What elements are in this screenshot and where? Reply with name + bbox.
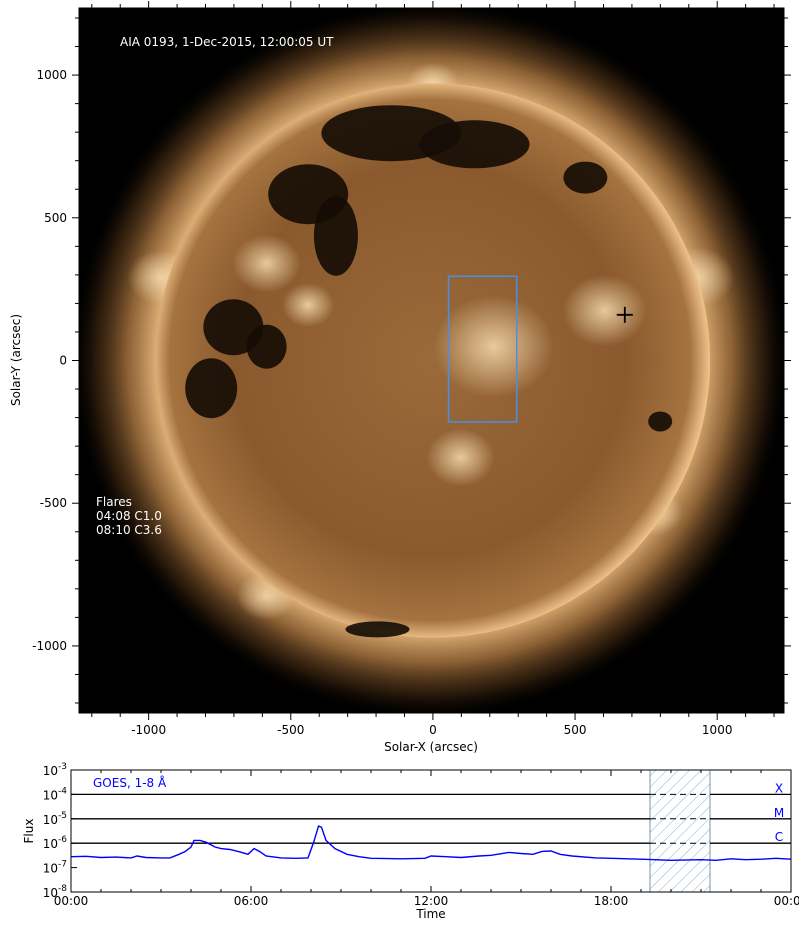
x-tick-label-2: 0	[429, 723, 437, 737]
goes-y-tick-label-5: 10-3	[43, 762, 67, 778]
goes-x-tick-label-2: 12:00	[414, 894, 449, 908]
goes-flux-series	[70, 825, 792, 862]
goes-y-tick-label-1: 10-7	[43, 860, 67, 876]
coronal-hole-9	[345, 621, 410, 638]
x-tick-label-1: -500	[277, 723, 304, 737]
goes-y-tick-label-0: 10-8	[43, 884, 68, 900]
flares-heading: Flares	[96, 495, 132, 509]
goes-ticks: 00:0006:0012:0018:0000:0010-810-710-610-…	[43, 762, 799, 908]
x-tick-label-3: 500	[564, 723, 587, 737]
x-axis-label: Solar-X (arcsec)	[384, 740, 478, 754]
flare-entry-2: 08:10 C3.6	[96, 523, 162, 537]
y-tick-label-4: 1000	[36, 68, 67, 82]
coronal-hole-6	[185, 358, 238, 419]
class-label-X: X	[775, 781, 783, 795]
image-ticks: -1000 -500 0 500 1000 -1000 -500 0 500 1000	[32, 1, 791, 737]
goes-x-axis-label: Time	[415, 907, 445, 921]
active-region-1	[433, 295, 554, 398]
active-region-2	[562, 274, 647, 347]
y-tick-label-3: 500	[44, 211, 67, 225]
aia-image-panel: -1000 -500 0 500 1000 -1000 -500 0 500 1000 AIA 0…	[9, 1, 791, 754]
class-label-C: C	[775, 830, 783, 844]
active-region-5	[426, 428, 495, 487]
coronal-hole-8	[648, 411, 673, 432]
sun-image	[79, 8, 784, 713]
y-axis-label: Solar-Y (arcsec)	[9, 314, 23, 406]
class-level-lines: XMC	[71, 781, 791, 844]
x-tick-label-0: -1000	[131, 723, 166, 737]
goes-y-axis-label: Flux	[22, 819, 36, 844]
active-region-4	[282, 282, 335, 328]
flare-entry-1: 04:08 C1.0	[96, 509, 162, 523]
active-region-3	[232, 234, 301, 293]
goes-x-tick-label-4: 00:00	[774, 894, 799, 908]
goes-x-tick-label-3: 18:00	[594, 894, 629, 908]
y-tick-label-0: -1000	[32, 639, 67, 653]
goes-x-tick-label-1: 06:00	[234, 894, 269, 908]
coronal-hole-10	[563, 161, 608, 194]
coronal-hole-4	[313, 195, 358, 276]
goes-y-tick-label-4: 10-4	[43, 786, 68, 802]
x-tick-label-4: 1000	[702, 723, 733, 737]
coronal-hole-2	[419, 120, 530, 169]
region-box	[447, 275, 518, 423]
goes-panel: XMC 00:0006:0012:0018:0000:0010-810-710-…	[22, 762, 799, 921]
goes-y-tick-label-2: 10-6	[43, 835, 68, 851]
coronal-hole-7	[246, 324, 287, 369]
cross-marker	[616, 306, 633, 323]
y-tick-label-2: 0	[59, 354, 67, 368]
y-tick-label-1: -500	[40, 496, 67, 510]
goes-x-tick-label-0: 00:00	[54, 894, 89, 908]
goes-y-tick-label-3: 10-5	[43, 811, 67, 827]
class-label-M: M	[774, 806, 784, 820]
shaded-interval	[649, 769, 711, 893]
goes-title: GOES, 1-8 Å	[93, 775, 167, 790]
solar-disk	[155, 83, 711, 638]
image-title: AIA 0193, 1-Dec-2015, 12:00:05 UT	[120, 35, 334, 49]
